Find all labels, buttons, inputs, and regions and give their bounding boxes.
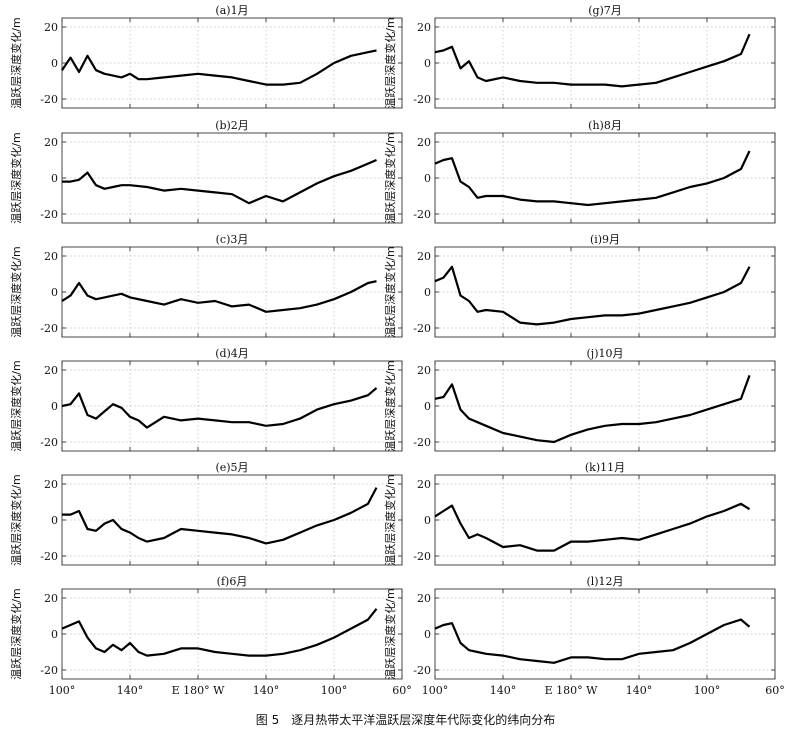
panel-4-title: (d)4月 xyxy=(215,347,249,360)
panel-5-ytick-label-2: -20 xyxy=(40,550,58,563)
panel-2-series-line xyxy=(62,158,377,205)
panel-4-ylabel: 温跃层深度变化/m xyxy=(9,360,23,451)
panel-6-xtick-label-3: 140° xyxy=(253,684,280,697)
panel-12-xtick-label-1: 140° xyxy=(490,684,517,697)
panel-9-title: (i)9月 xyxy=(590,233,620,246)
panel-11-ytick-label-1: 0 xyxy=(424,514,431,527)
panel-2-ytick-label-0: 20 xyxy=(44,136,58,149)
panel-7-series-line xyxy=(434,33,751,88)
panel-6-ytick-label-2: -20 xyxy=(40,664,58,677)
panel-1-ylabel: 温跃层深度变化/m xyxy=(9,17,23,108)
panel-2-ylabel: 温跃层深度变化/m xyxy=(9,132,23,223)
panel-3-ytick-label-0: 20 xyxy=(44,250,58,263)
panel-12-xtick-label-3: 140° xyxy=(626,684,653,697)
panel-7-ytick-label-2: -20 xyxy=(413,93,431,106)
panel-10-series-line xyxy=(434,375,751,444)
panel-9-ytick-label-2: -20 xyxy=(413,322,431,335)
panel-6-series-line xyxy=(61,608,378,657)
panel-6-ylabel: 温跃层深度变化/m xyxy=(9,588,23,679)
panel-4-ytick-label-2: -20 xyxy=(40,436,58,449)
panel-5-ytick-label-0: 20 xyxy=(44,478,58,491)
panel-8-ytick-label-1: 0 xyxy=(424,172,431,185)
panel-5-title: (e)5月 xyxy=(215,461,248,474)
panel-12-xtick-label-5: 60° xyxy=(765,684,785,697)
panel-4-ytick-label-1: 0 xyxy=(51,400,58,413)
figure-caption: 图 5 逐月热带太平洋温跃层深度年代际变化的纬向分布 xyxy=(255,713,556,727)
panel-9-ytick-label-1: 0 xyxy=(424,286,431,299)
panel-8-ylabel: 温跃层深度变化/m xyxy=(383,132,397,223)
panel-9-ytick-label-0: 20 xyxy=(417,250,431,263)
panel-3-ytick-label-1: 0 xyxy=(51,286,58,299)
panel-3-ytick-label-2: -20 xyxy=(40,322,58,335)
panel-9-series-line xyxy=(434,265,751,326)
panel-7-ytick-label-0: 20 xyxy=(417,21,431,34)
panel-2-title: (b)2月 xyxy=(215,119,249,132)
panel-10-title: (j)10月 xyxy=(587,347,624,360)
panel-7-ytick-label-1: 0 xyxy=(424,57,431,70)
panel-6-xtick-label-0: 100° xyxy=(49,684,76,697)
panel-6-xtick-label-1: 140° xyxy=(117,684,144,697)
panel-1-series-line xyxy=(61,49,377,86)
panel-11-ytick-label-2: -20 xyxy=(413,550,431,563)
panel-11-ylabel: 温跃层深度变化/m xyxy=(383,474,397,565)
panel-12-ytick-label-2: -20 xyxy=(413,664,431,677)
panel-6-title: (f)6月 xyxy=(217,575,248,588)
panel-10-ytick-label-2: -20 xyxy=(413,436,431,449)
figure: 200-20(a)1月温跃层深度变化/m200-20(b)2月温跃层深度变化/m… xyxy=(9,4,785,697)
panel-12-title: (l)12月 xyxy=(586,575,623,588)
panel-8-ytick-label-2: -20 xyxy=(413,208,431,221)
panel-3-title: (c)3月 xyxy=(216,233,249,246)
panel-11-ytick-label-0: 20 xyxy=(417,478,431,491)
panel-3-series-line xyxy=(61,280,377,313)
panel-6-ytick-label-0: 20 xyxy=(44,592,58,605)
panel-2-ytick-label-2: -20 xyxy=(40,208,58,221)
panel-11-series-line xyxy=(434,502,751,552)
panel-12-xtick-label-4: 100° xyxy=(694,684,721,697)
panel-1-ytick-label-1: 0 xyxy=(51,57,58,70)
panel-6-xtick-label-5: 60° xyxy=(392,684,412,697)
panel-10-ytick-label-0: 20 xyxy=(417,364,431,377)
panel-5-ytick-label-1: 0 xyxy=(51,514,58,527)
panel-1-ytick-label-0: 20 xyxy=(44,21,58,34)
panel-7-title: (g)7月 xyxy=(588,4,622,17)
panel-11-title: (k)11月 xyxy=(585,461,625,474)
panel-8-ytick-label-0: 20 xyxy=(417,136,431,149)
panel-7-ylabel: 温跃层深度变化/m xyxy=(383,17,397,108)
panel-8-title: (h)8月 xyxy=(588,119,622,132)
panel-12-xtick-label-2: E 180° W xyxy=(545,684,599,697)
panel-10-ytick-label-1: 0 xyxy=(424,400,431,413)
panel-6-xtick-label-2: E 180° W xyxy=(172,684,226,697)
panel-6-ytick-label-1: 0 xyxy=(51,628,58,641)
panel-12-ytick-label-0: 20 xyxy=(417,592,431,605)
panel-12-ytick-label-1: 0 xyxy=(424,628,431,641)
panel-1-ytick-label-2: -20 xyxy=(40,93,58,106)
panel-5-series-line xyxy=(62,487,378,545)
panel-12-xtick-label-0: 100° xyxy=(422,684,449,697)
panel-10-ylabel: 温跃层深度变化/m xyxy=(383,360,397,451)
panel-5-ylabel: 温跃层深度变化/m xyxy=(9,474,23,565)
panel-4-series-line xyxy=(61,387,378,429)
panel-3-ylabel: 温跃层深度变化/m xyxy=(9,246,23,337)
panel-9-ylabel: 温跃层深度变化/m xyxy=(383,246,397,337)
panel-4-ytick-label-0: 20 xyxy=(44,364,58,377)
panel-6-xtick-label-4: 100° xyxy=(321,684,348,697)
panel-2-ytick-label-1: 0 xyxy=(51,172,58,185)
panel-12-ylabel: 温跃层深度变化/m xyxy=(383,588,397,679)
panel-1-title: (a)1月 xyxy=(215,4,248,17)
panel-12-series-line xyxy=(434,618,751,664)
